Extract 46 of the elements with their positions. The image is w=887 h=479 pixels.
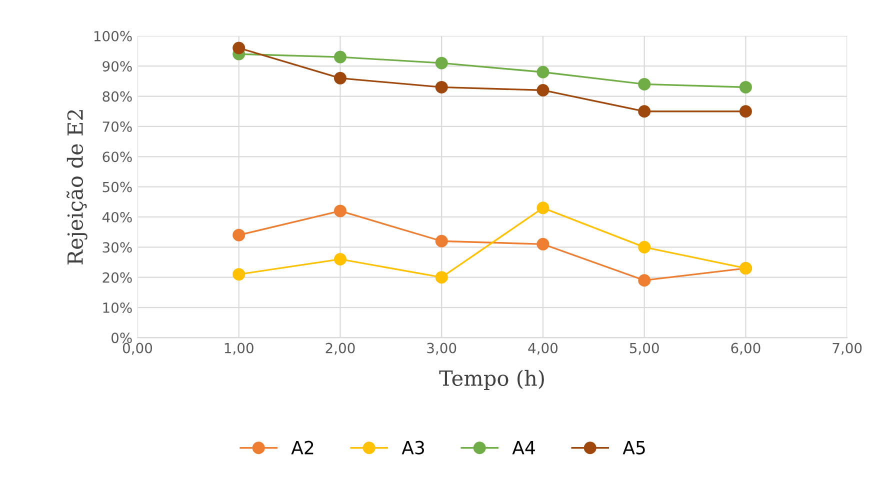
x-tick-label: 6,00 <box>731 342 760 355</box>
point <box>638 274 651 287</box>
point <box>334 72 346 84</box>
point <box>536 66 550 78</box>
point <box>739 105 752 118</box>
point <box>334 252 346 266</box>
y-tick-label: 80% <box>102 91 132 102</box>
point <box>536 202 550 214</box>
y-tick-label: 10% <box>103 302 132 313</box>
x-tick-label: 2,00 <box>326 342 355 355</box>
y-tick-label: 0% <box>112 332 132 344</box>
y-axis-title: Rejeição de E2 <box>66 110 88 264</box>
legend-label: A2 <box>291 440 314 454</box>
y-tick-label: 20% <box>102 272 132 283</box>
point <box>232 42 246 54</box>
x-tick-label: 7,00 <box>832 342 862 355</box>
point <box>638 78 651 90</box>
point <box>638 240 651 254</box>
y-tick-label: 30% <box>102 242 132 253</box>
x-tick-label: 4,00 <box>528 342 558 355</box>
point <box>536 84 550 96</box>
y-tick-label: 60% <box>102 152 132 162</box>
x-axis-title: Tempo (h) <box>439 370 544 390</box>
point <box>638 105 651 118</box>
legend-label: A4 <box>512 441 535 454</box>
point <box>334 204 346 218</box>
point <box>435 56 448 70</box>
point <box>334 50 346 64</box>
point <box>232 228 246 242</box>
x-tick-label: 5,00 <box>630 342 659 355</box>
x-tick-label: 0,00 <box>122 342 152 355</box>
point <box>536 238 550 250</box>
point <box>435 271 448 284</box>
point <box>435 80 448 94</box>
y-tick-label: 70% <box>102 121 132 132</box>
y-tick-label: 90% <box>102 61 132 72</box>
y-tick-label: 40% <box>102 212 132 222</box>
legend-label: A5 <box>622 441 645 454</box>
point <box>435 234 448 248</box>
y-tick-label: 100% <box>94 30 132 42</box>
x-tick-label: 3,00 <box>427 342 456 355</box>
point <box>739 80 752 94</box>
x-tick-label: 1,00 <box>224 342 254 355</box>
point <box>232 268 246 281</box>
y-tick-label: 50% <box>102 182 132 192</box>
legend-label: A3 <box>402 440 424 454</box>
